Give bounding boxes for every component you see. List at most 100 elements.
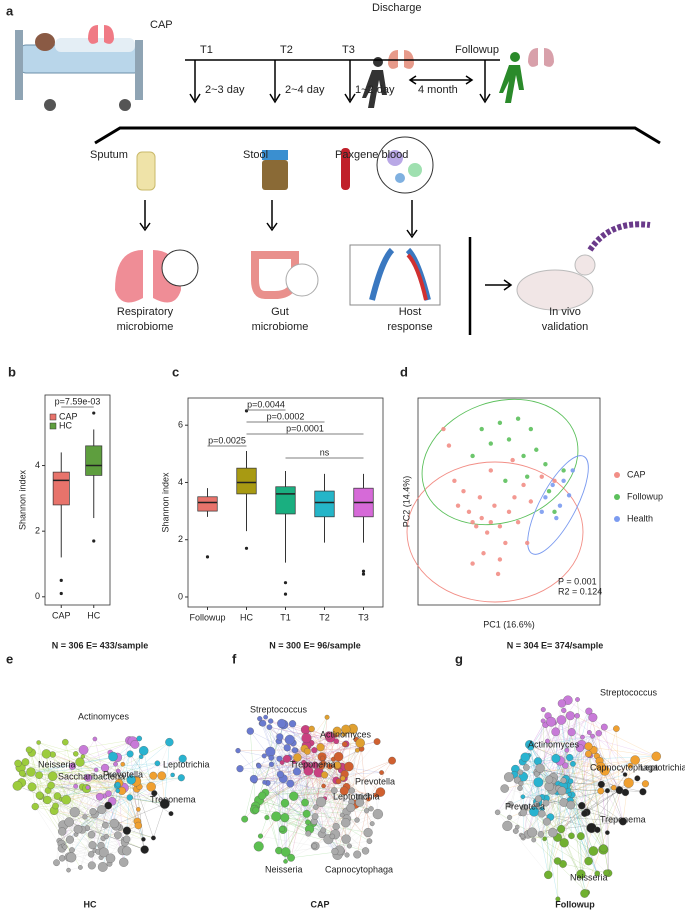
edge	[566, 750, 582, 875]
x-tick-label: HC	[87, 610, 100, 620]
point	[497, 524, 503, 529]
point	[488, 468, 493, 473]
node	[64, 817, 74, 827]
edge	[284, 765, 338, 818]
edge	[258, 764, 329, 840]
node	[276, 755, 283, 762]
node	[346, 803, 356, 813]
node	[53, 792, 62, 800]
y-tick-label: 4	[35, 460, 40, 470]
point	[543, 462, 548, 467]
edge	[306, 765, 338, 814]
node	[301, 733, 312, 744]
walker	[499, 52, 524, 103]
node	[65, 835, 74, 844]
legend-swatch	[49, 422, 57, 430]
node	[109, 818, 119, 829]
edge	[129, 753, 165, 804]
node	[258, 791, 267, 800]
y-tick-label: 0	[178, 591, 183, 601]
point	[539, 474, 544, 479]
node	[361, 847, 370, 855]
node	[519, 809, 527, 817]
node	[69, 807, 80, 818]
edge	[69, 838, 104, 840]
node	[282, 754, 291, 763]
node	[279, 760, 285, 765]
panel-letter: f	[232, 651, 237, 666]
node	[308, 725, 315, 733]
node	[344, 761, 354, 772]
point	[503, 540, 508, 546]
node	[276, 733, 284, 741]
taxon-label: Capnocytophaga	[325, 864, 393, 874]
node	[66, 867, 71, 873]
point	[461, 488, 466, 494]
edge	[523, 720, 544, 838]
edge	[563, 727, 605, 786]
panel-letter: c	[172, 364, 179, 379]
plot-frame	[44, 394, 111, 606]
node	[95, 792, 104, 801]
node	[69, 847, 75, 853]
edge	[533, 756, 657, 841]
node	[305, 830, 312, 837]
node	[316, 743, 325, 752]
edge	[77, 774, 173, 830]
edge	[61, 843, 110, 864]
node	[551, 727, 560, 737]
edge	[616, 728, 620, 789]
point	[492, 503, 497, 508]
edge	[262, 795, 343, 816]
node	[178, 754, 187, 763]
sputum-tube	[136, 151, 156, 191]
node	[520, 752, 530, 762]
y-tick-label: 2	[35, 526, 40, 536]
point	[441, 426, 446, 432]
node	[78, 745, 89, 755]
node	[321, 771, 329, 779]
node	[108, 751, 118, 762]
node	[560, 777, 567, 784]
edge	[260, 817, 268, 837]
edge	[83, 749, 120, 828]
node	[25, 746, 33, 754]
node	[141, 837, 146, 842]
edge	[290, 790, 352, 858]
outlier	[59, 578, 63, 582]
edge	[38, 742, 49, 791]
node	[584, 742, 593, 751]
edge	[598, 733, 631, 766]
point	[495, 571, 501, 577]
node	[301, 798, 309, 807]
edge	[38, 742, 165, 804]
node	[313, 804, 319, 810]
node	[68, 762, 76, 770]
node	[627, 762, 634, 769]
edge	[555, 731, 580, 749]
point	[488, 520, 493, 525]
panel-letter: d	[400, 364, 408, 379]
node	[335, 778, 342, 785]
zoom	[161, 249, 199, 287]
node	[574, 713, 580, 719]
lungs-icon	[528, 48, 554, 67]
legend-label: Followup	[627, 491, 663, 501]
taxon-label: Treponema	[150, 794, 196, 804]
node	[520, 794, 526, 799]
panel-letter: a	[6, 3, 14, 18]
edge	[65, 742, 106, 769]
node	[562, 762, 569, 769]
node	[154, 760, 161, 767]
node	[324, 714, 330, 720]
box	[275, 486, 296, 515]
node	[339, 786, 349, 796]
plot-frame	[417, 397, 601, 606]
network-header: N = 304 E= 374/sample	[507, 640, 604, 650]
node	[590, 733, 595, 739]
point	[512, 495, 517, 500]
node	[546, 716, 557, 727]
edge	[121, 790, 138, 822]
node	[559, 838, 569, 848]
edge	[164, 742, 170, 804]
